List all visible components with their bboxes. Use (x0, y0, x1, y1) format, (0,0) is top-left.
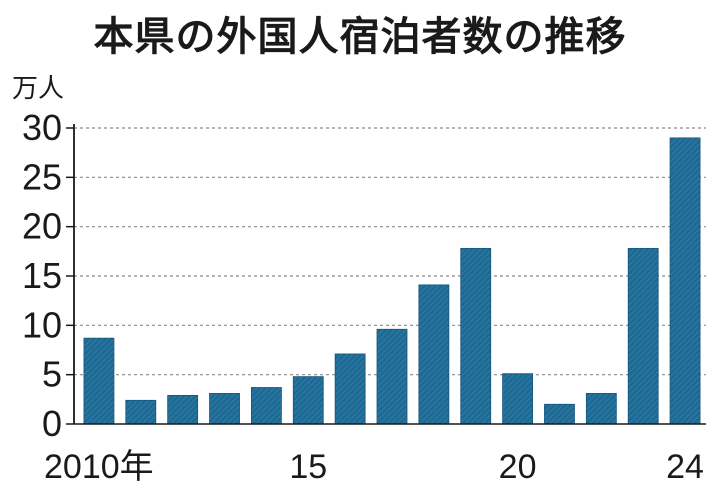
bar-2024 (669, 137, 701, 425)
bar-2020 (502, 373, 534, 425)
y-tick-label-0: 0 (42, 403, 62, 444)
y-axis-unit: 万人 (12, 74, 65, 104)
y-tick-label-25: 25 (22, 156, 62, 197)
x-tick-label-2010年: 2010年 (44, 448, 154, 486)
y-tick-label-30: 30 (22, 107, 62, 148)
bar-2017 (376, 328, 408, 425)
chart-title: 本県の外国人宿泊者数の推移 (93, 14, 627, 60)
x-tick-label-24: 24 (666, 448, 704, 486)
bar-2010 (83, 337, 115, 425)
y-tick-label-20: 20 (22, 206, 62, 247)
bar-2019 (460, 247, 492, 425)
x-tick-label-20: 20 (499, 448, 537, 486)
y-tick-label-15: 15 (22, 255, 62, 296)
bar-2014 (250, 387, 282, 425)
bars (83, 137, 701, 425)
bar-2011 (125, 399, 157, 425)
bar-2018 (418, 284, 450, 425)
bar-2012 (167, 394, 199, 425)
x-tick-label-15: 15 (289, 448, 327, 486)
bar-2022 (585, 393, 617, 425)
bar-2013 (209, 393, 240, 425)
bar-2015 (292, 376, 324, 425)
x-tick-labels: 2010年 15 20 24 (44, 448, 704, 486)
y-tick-label-5: 5 (42, 354, 62, 395)
y-tick-labels: 0 5 10 15 20 25 30 (22, 107, 74, 444)
bar-2016 (334, 353, 366, 425)
y-tick-label-10: 10 (22, 304, 62, 345)
bar-2021 (544, 403, 575, 425)
bar-2023 (627, 247, 659, 425)
